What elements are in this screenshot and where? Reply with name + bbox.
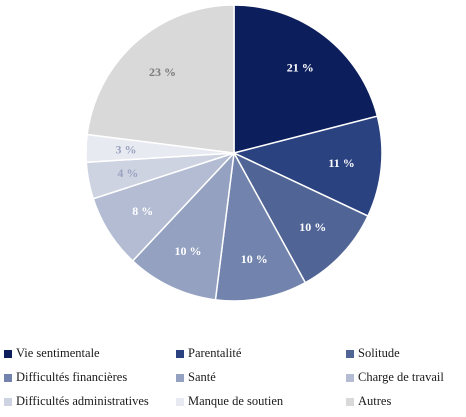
legend-swatch bbox=[346, 373, 354, 382]
pie-slice-3 bbox=[214, 150, 307, 302]
slice-data-label-5: 8 % bbox=[132, 204, 153, 218]
legend-label: Vie sentimentale bbox=[16, 346, 100, 360]
legend-label: Difficultés financières bbox=[16, 370, 128, 384]
legend-item-autres: Autres bbox=[346, 394, 391, 409]
pie-slice-2 bbox=[232, 151, 369, 284]
pie-slice-1 bbox=[231, 115, 383, 218]
legend-item-parentalite: Parentalité bbox=[176, 346, 241, 361]
legend-label: Santé bbox=[188, 370, 216, 384]
legend-item-charge-de-travail: Charge de travail bbox=[346, 370, 444, 385]
legend-item-solitude: Solitude bbox=[346, 346, 400, 361]
legend-label: Parentalité bbox=[188, 346, 242, 360]
pie-slice-8 bbox=[86, 4, 235, 154]
pie-slice-4 bbox=[131, 150, 236, 301]
legend-label: Difficultés administratives bbox=[16, 394, 149, 408]
slice-data-label-7: 3 % bbox=[116, 143, 137, 157]
slice-data-label-0: 21 % bbox=[287, 61, 314, 75]
slice-data-label-1: 11 % bbox=[328, 156, 354, 170]
legend-item-manque-de-soutien: Manque de soutien bbox=[176, 394, 283, 409]
pie-chart: 21 % 11 % 10 % 10 % 10 % 8 % 4 % 3 % 23 % bbox=[85, 4, 383, 302]
legend-swatch bbox=[346, 397, 354, 406]
legend-swatch bbox=[176, 373, 184, 382]
pie-slice-0 bbox=[233, 4, 379, 154]
legend-swatch bbox=[4, 397, 12, 406]
legend-swatch bbox=[346, 349, 354, 358]
slice-data-label-8: 23 % bbox=[149, 65, 176, 79]
legend-swatch bbox=[176, 397, 184, 406]
legend-swatch bbox=[4, 349, 12, 358]
slice-data-label-3: 10 % bbox=[241, 252, 268, 266]
legend-swatch bbox=[176, 349, 184, 358]
slice-data-label-6: 4 % bbox=[117, 166, 138, 180]
legend-item-sante: Santé bbox=[176, 370, 216, 385]
legend-label: Autres bbox=[358, 394, 392, 408]
legend-item-vie-sentimentale: Vie sentimentale bbox=[4, 346, 100, 361]
legend-label: Solitude bbox=[358, 346, 400, 360]
legend-swatch bbox=[4, 373, 12, 382]
legend-label: Manque de soutien bbox=[188, 394, 284, 408]
legend-label: Charge de travail bbox=[358, 370, 444, 384]
legend-item-difficultes-financieres: Difficultés financières bbox=[4, 370, 127, 385]
slice-data-label-4: 10 % bbox=[174, 244, 201, 258]
slice-data-label-2: 10 % bbox=[299, 220, 326, 234]
legend-item-difficultes-administratives: Difficultés administratives bbox=[4, 394, 149, 409]
